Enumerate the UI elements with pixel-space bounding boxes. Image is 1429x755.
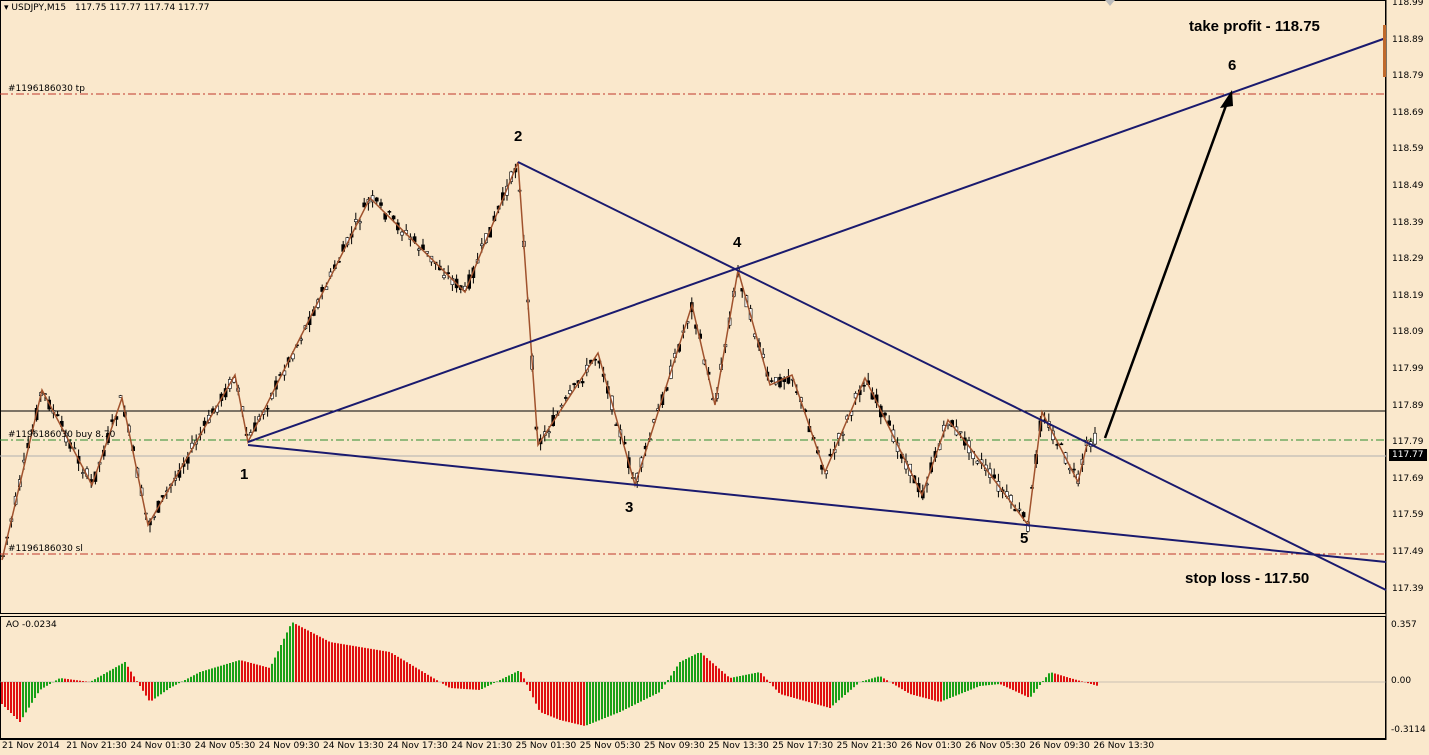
candle-body [374,197,379,202]
scroll-marker-icon [1105,0,1115,6]
ohlc-values: 117.75 117.77 117.74 117.77 [74,3,210,13]
time-tick-label: 25 Nov 13:30 [708,741,769,751]
arrow-head-icon [1220,90,1233,108]
ao-scale-bottom: -0.3114 [1391,725,1426,735]
time-tick-label: 24 Nov 01:30 [130,741,192,751]
wave-label-5: 5 [1020,530,1029,547]
price-tick-label: 118.09 [1392,327,1424,338]
time-tick-label: 25 Nov 01:30 [515,741,577,751]
current-price-box: 117.77 [1389,449,1427,461]
time-tick-label: 24 Nov 13:30 [323,741,384,751]
time-tick-label: 26 Nov 01:30 [900,741,962,751]
lower-trendline[interactable] [247,444,1387,563]
candle-body [958,431,963,434]
time-tick-label: 24 Nov 21:30 [451,741,513,751]
price-tick-label: 117.39 [1392,583,1424,594]
time-tick-label: 25 Nov 21:30 [836,741,898,751]
candle-body [769,380,774,382]
candle-body [841,433,845,436]
price-tick-label: 118.79 [1392,71,1424,82]
candle-body [379,202,383,206]
candle-body [265,407,270,410]
time-tick-label: 21 Nov 2014 [2,741,60,751]
symbol-label: USDJPY,M15 [11,3,67,13]
price-tick-label: 118.69 [1392,107,1424,118]
price-tick-label: 118.89 [1392,34,1424,45]
time-tick-label: 26 Nov 13:30 [1093,741,1155,751]
ao-histogram [1,622,1098,726]
time-tick-label: 24 Nov 09:30 [258,741,320,751]
price-tick-label: 117.79 [1392,437,1424,448]
price-tick-label: 117.69 [1392,473,1424,484]
ao-label: AO -0.0234 [6,620,57,630]
price-tick-label: 117.59 [1392,510,1424,521]
price-tick-label: 117.99 [1392,364,1424,374]
candle-body [362,202,367,208]
candle-body [614,424,619,426]
candle-body [568,390,572,394]
candle-body [883,412,887,416]
candle-body [81,472,85,474]
time-tick-label: 25 Nov 05:30 [579,741,641,751]
candle-body [391,215,396,220]
ao-scale-top: 0.357 [1391,620,1417,630]
wave-label-4: 4 [733,234,742,251]
target-arrow[interactable] [1103,99,1230,439]
candle-body [442,275,446,279]
time-tick-label: 21 Nov 21:30 [66,741,127,751]
candle-body [387,211,392,213]
time-tick-label: 24 Nov 05:30 [194,741,256,751]
candle-body [1059,443,1064,446]
candle-body [975,460,980,464]
candle-body [773,377,778,385]
candle-body [479,243,484,246]
buy-order-label: #1196186030 buy 8.70 [8,430,116,440]
trade-marker [1383,25,1386,77]
candle-body [572,383,577,386]
wave-label-3: 3 [625,499,634,516]
candlestick-series [1,163,1097,559]
candle-body [862,384,866,387]
descending-trendline[interactable] [517,161,1387,591]
candle-body [1093,432,1097,445]
candle-body [1072,468,1076,471]
wave-label-1: 1 [240,466,249,483]
time-tick-label: 24 Nov 17:30 [387,741,448,751]
price-tick-label: 118.99 [1392,0,1424,8]
wave-label-2: 2 [514,128,523,145]
time-tick-label: 25 Nov 09:30 [644,741,705,751]
sl-order-label: #1196186030 sl [8,544,83,554]
time-tick-label: 26 Nov 05:30 [965,741,1026,751]
zigzag-indicator [1,161,1089,561]
price-tick-label: 118.49 [1392,181,1424,191]
ao-scale-zero: 0.00 [1391,676,1412,686]
candle-body [55,414,60,417]
price-tick-label: 117.49 [1392,547,1424,557]
upper-trendline[interactable] [247,37,1387,443]
price-tick-label: 117.89 [1392,400,1424,411]
price-tick-label: 118.19 [1392,290,1424,301]
candle-body [416,248,421,251]
candle-body [547,431,551,434]
stop-loss-text: stop loss - 117.50 [1185,570,1310,587]
price-tick-label: 118.39 [1392,217,1424,228]
price-tick-label: 118.29 [1392,254,1424,265]
candle-body [400,231,404,236]
candle-body [580,381,585,384]
candle-body [992,474,997,479]
candle-body [353,219,358,223]
candle-body [1017,508,1022,511]
time-tick-label: 25 Nov 17:30 [772,741,834,751]
dropdown-triangle-icon[interactable]: ▾ [4,3,9,13]
tp-order-label: #1196186030 tp [8,84,85,94]
chart-header: ▾ USDJPY,M15 117.75 117.77 117.74 117.77 [4,3,210,13]
candle-body [778,376,782,388]
wave-label-6: 6 [1228,57,1237,74]
price-tick-label: 118.59 [1392,144,1424,155]
candle-body [1021,512,1026,518]
time-tick-label: 26 Nov 09:30 [1029,741,1090,751]
candle-body [563,397,568,399]
take-profit-text: take profit - 118.75 [1189,18,1320,35]
